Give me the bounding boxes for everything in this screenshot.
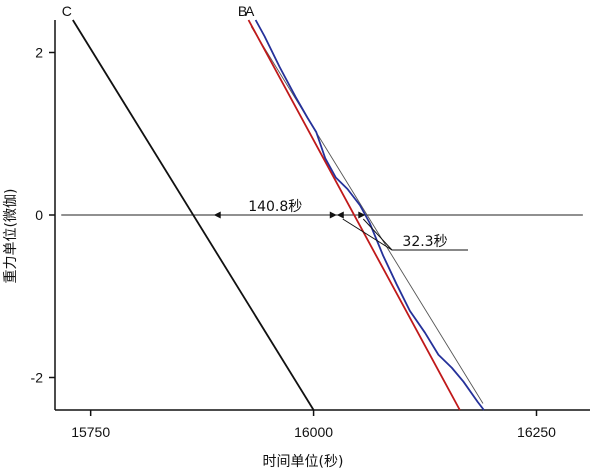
x-tick-label: 15750: [71, 424, 110, 440]
series-label-c: C: [62, 3, 72, 19]
y-axis-title: 重力单位(微伽): [3, 189, 19, 284]
series-labels-group: C BA: [62, 3, 255, 19]
annotation-arrowhead: [329, 211, 337, 219]
annotation-label-2: 32.3秒: [402, 234, 447, 250]
annotation-arrowhead: [336, 211, 344, 219]
annotation-label-1: 140.8秒: [248, 199, 302, 215]
x-ticks: 15750 16000 16250: [71, 410, 556, 440]
x-axis-title: 时间单位(秒): [263, 454, 344, 468]
y-tick-label: -2: [31, 370, 44, 386]
series-label-b: B: [238, 3, 247, 19]
series-label-a: A: [245, 3, 255, 19]
annotation-arrowhead: [358, 211, 366, 219]
x-tick-label: 16000: [294, 424, 333, 440]
series-group: [72, 19, 485, 411]
y-tick-label: 0: [35, 207, 43, 223]
fit-line: [250, 26, 484, 404]
annotation-arrowhead: [213, 211, 221, 219]
x-tick-label: 16250: [517, 424, 556, 440]
series-line-c: [72, 19, 315, 411]
series-line-b: [247, 19, 461, 411]
annotation-group: 140.8秒 32.3秒: [213, 199, 468, 251]
series-line-a: [254, 19, 485, 411]
y-tick-label: 2: [35, 45, 43, 61]
y-ticks: -2 0 2: [31, 45, 55, 386]
annotation-leader-2: [362, 218, 393, 251]
